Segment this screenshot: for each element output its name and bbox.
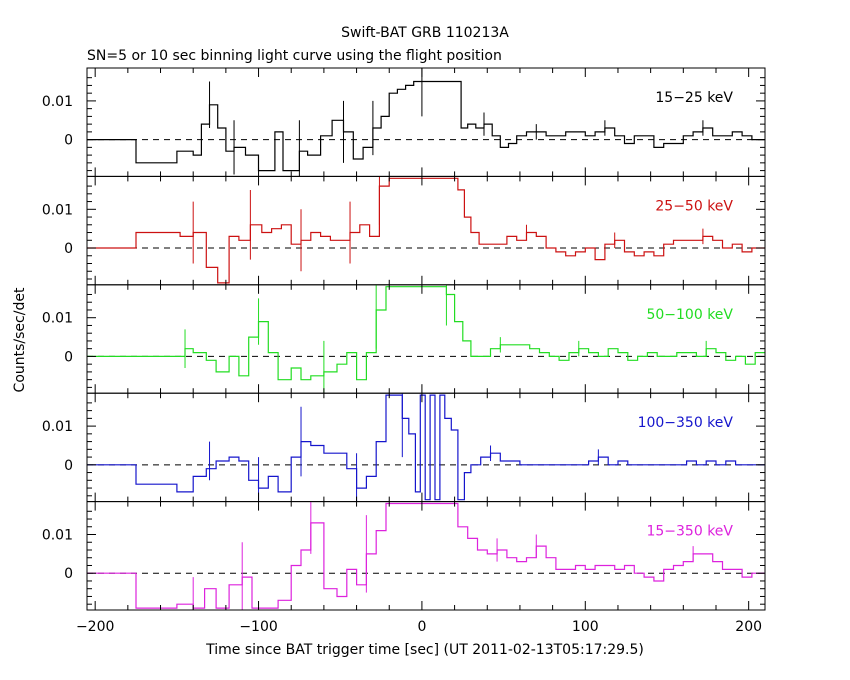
y-tick-label: 0.01 — [42, 528, 73, 544]
y-tick-label: 0.01 — [42, 202, 73, 218]
panel-frame-1 — [86, 175, 766, 286]
y-tick-label: 0.01 — [42, 419, 73, 435]
x-tick-label: 100 — [572, 619, 599, 635]
x-tick-label: 0 — [417, 619, 426, 635]
y-tick-label: 0 — [64, 566, 73, 582]
y-tick-label: 0 — [64, 349, 73, 365]
y-tick-label: 0.01 — [42, 94, 73, 110]
panel-frame-0 — [86, 67, 766, 177]
panel-1: 0 0.01 25−50 keV — [42, 175, 766, 286]
y-tick-label: 0 — [64, 241, 73, 257]
y-tick-label: 0 — [64, 133, 73, 149]
panel-frame-2 — [86, 284, 766, 394]
panel-0: 0 0.01 15−25 keV — [42, 67, 766, 177]
band-label-2: 50−100 keV — [646, 307, 733, 323]
panel-3: 0 0.01 100−350 keV — [42, 392, 766, 503]
panel-frame-4 — [86, 501, 766, 611]
x-axis-label: Time since BAT trigger time [sec] (UT 20… — [205, 642, 644, 658]
series-1-step-line — [87, 177, 765, 284]
y-tick-label: 0.01 — [42, 311, 73, 327]
x-tick-label: −100 — [239, 619, 277, 635]
panel-4: 0 0.01 15−350 keV — [42, 501, 766, 611]
chart-subtitle: SN=5 or 10 sec binning light curve using… — [87, 48, 502, 64]
band-label-3: 100−350 keV — [638, 415, 734, 431]
x-tick-label: −200 — [76, 619, 114, 635]
series-3-step-line — [87, 394, 765, 501]
panel-2: 0 0.01 50−100 keV — [42, 284, 766, 394]
y-axis-label: Counts/sec/det — [12, 287, 28, 392]
series-4-step-line — [87, 502, 765, 609]
series-2-step-line — [87, 286, 765, 381]
y-tick-label: 0 — [64, 458, 73, 474]
x-tick-labels: −200 −100 0 100 200 — [76, 619, 762, 635]
chart-title: Swift-BAT GRB 110213A — [341, 25, 509, 41]
band-label-4: 15−350 keV — [646, 524, 733, 540]
panels-group: 0 0.01 15−25 keV 0 0.01 25−50 keV 0 0.01 50−100 … — [42, 67, 766, 611]
band-label-1: 25−50 keV — [655, 198, 733, 214]
series-0-step-line — [87, 80, 765, 172]
x-tick-label: 200 — [735, 619, 762, 635]
band-label-0: 15−25 keV — [655, 90, 733, 106]
panel-frame-3 — [86, 392, 766, 503]
